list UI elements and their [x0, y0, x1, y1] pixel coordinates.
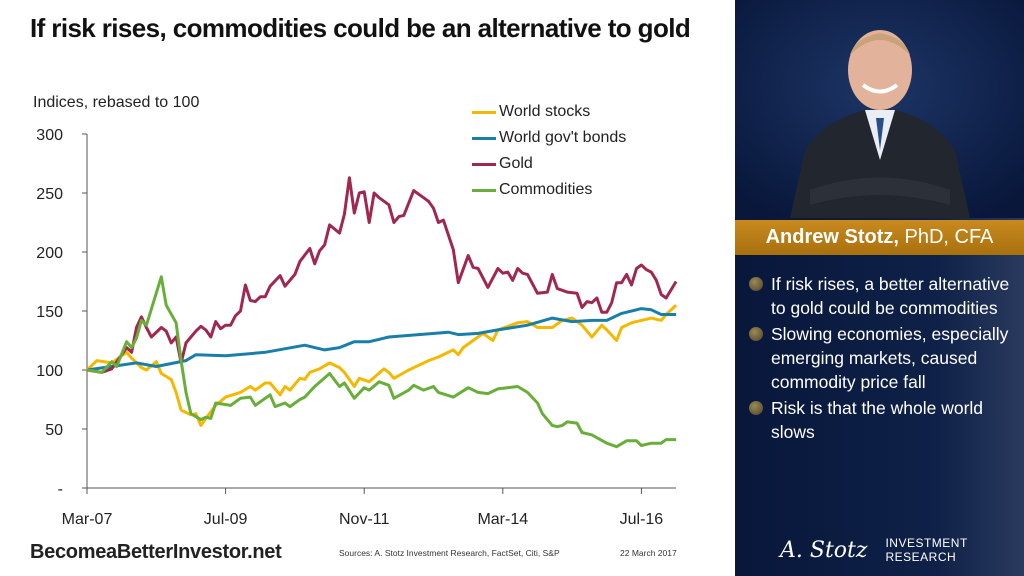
bullet-text: Slowing economies, especially emerging m… — [771, 324, 1009, 392]
logo-wordmark: INVESTMENT RESEARCH — [885, 536, 967, 564]
legend-item-commodities: Commodities — [472, 177, 626, 203]
legend-item-world-bonds: World gov't bonds — [472, 125, 626, 151]
y-tick-label: 50 — [45, 422, 63, 439]
series-line-world-gov-t-bonds — [86, 307, 677, 372]
slide-date: 22 March 2017 — [620, 548, 677, 558]
y-tick-label: 250 — [36, 186, 63, 203]
bullet-icon — [749, 277, 763, 291]
list-item: If risk rises, a better alternative to g… — [749, 272, 1019, 320]
legend-item-gold: Gold — [472, 151, 626, 177]
key-points-list: If risk rises, a better alternative to g… — [749, 272, 1019, 446]
logo-line1: INVESTMENT — [885, 536, 968, 550]
bullet-icon — [749, 401, 763, 415]
y-tick-label: 150 — [36, 304, 63, 321]
y-axis-label: Indices, rebased to 100 — [33, 94, 200, 111]
legend-swatch — [472, 110, 496, 114]
x-tick-label: Jul-09 — [204, 511, 248, 528]
bullet-text: Risk is that the whole world slows — [771, 398, 984, 442]
legend-label: Gold — [499, 155, 533, 172]
presenter-name: Andrew Stotz, — [765, 226, 899, 248]
legend-item-world-stocks: World stocks — [472, 99, 626, 125]
legend-swatch — [472, 188, 496, 192]
line-chart: - 50 100 150 200 250 300 Mar-07 Jul-09 Nov-11 Mar-… — [36, 127, 678, 528]
legend-label: World stocks — [499, 103, 591, 120]
presenter-panel: Andrew Stotz, PhD, CFA If risk rises, a … — [735, 0, 1024, 576]
list-item: Risk is that the whole world slows — [749, 396, 1019, 444]
bullet-text: If risk rises, a better alternative to g… — [771, 274, 1010, 318]
y-tick-label: - — [58, 481, 63, 498]
x-tick-label: Mar-07 — [62, 511, 113, 528]
bullet-icon — [749, 327, 763, 341]
presenter-credentials: PhD, CFA — [898, 226, 994, 248]
series-line-commodities — [86, 275, 677, 449]
presenter-portrait — [735, 0, 1024, 218]
list-item: Slowing economies, especially emerging m… — [749, 322, 1019, 394]
presenter-name-banner: Andrew Stotz, PhD, CFA — [735, 220, 1024, 255]
x-tick-label: Jul-16 — [620, 511, 664, 528]
sources-note: Sources: A. Stotz Investment Research, F… — [339, 548, 560, 558]
series-line-gold — [86, 176, 678, 374]
slide-title: If risk rises, commodities could be an a… — [30, 13, 691, 43]
legend-label: Commodities — [499, 181, 593, 198]
x-tick-label: Mar-14 — [477, 511, 528, 528]
company-logo: A. Stotz INVESTMENT RESEARCH — [780, 536, 968, 564]
y-tick-label: 300 — [36, 127, 63, 144]
logo-line2: RESEARCH — [885, 550, 957, 564]
website-link[interactable]: BecomeaBetterInvestor.net — [30, 541, 282, 563]
series-line-world-stocks — [85, 304, 678, 427]
chart-legend: World stocks World gov't bonds Gold Comm… — [472, 99, 626, 203]
legend-swatch — [472, 162, 496, 166]
legend-label: World gov't bonds — [499, 129, 627, 146]
y-tick-label: 200 — [36, 245, 63, 262]
x-tick-label: Nov-11 — [339, 511, 389, 528]
y-tick-label: 100 — [36, 363, 63, 380]
logo-signature: A. Stotz — [780, 537, 868, 563]
legend-swatch — [472, 136, 496, 140]
